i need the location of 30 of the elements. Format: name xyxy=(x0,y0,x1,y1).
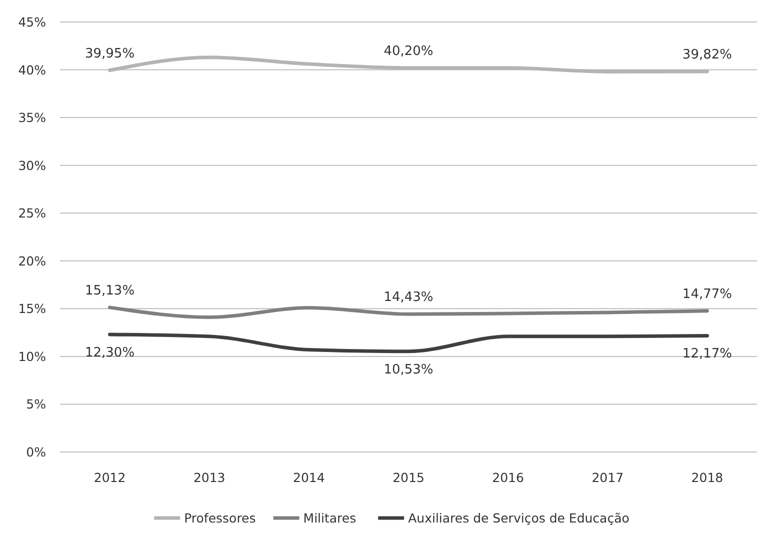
y-tick-label: 35% xyxy=(18,110,46,126)
legend-label: Militares xyxy=(303,510,356,526)
x-tick-label: 2015 xyxy=(392,470,424,485)
x-tick-label: 2016 xyxy=(492,470,524,485)
x-tick-label: 2014 xyxy=(293,470,325,485)
x-tick-label: 2017 xyxy=(592,470,624,485)
data-label: 10,53% xyxy=(384,362,434,378)
x-tick-label: 2012 xyxy=(94,470,126,485)
y-tick-label: 15% xyxy=(18,301,46,316)
y-tick-label: 30% xyxy=(18,158,46,173)
x-tick-label: 2018 xyxy=(691,470,724,485)
y-tick-label: 40% xyxy=(18,62,46,78)
y-tick-label: 0% xyxy=(26,444,46,460)
data-label: 12,30% xyxy=(84,345,135,360)
data-label: 12,17% xyxy=(682,346,732,362)
y-tick-label: 5% xyxy=(26,396,46,412)
y-tick-label: 20% xyxy=(18,253,46,268)
x-tick-label: 2013 xyxy=(193,470,226,485)
y-tick-label: 45% xyxy=(18,14,46,30)
data-label: 39,82% xyxy=(682,48,732,62)
data-label: 14,77% xyxy=(682,286,732,302)
data-label: 40,20% xyxy=(384,44,434,59)
data-label: 15,13% xyxy=(84,283,135,298)
legend-label: Auxiliares de Serviços de Educação xyxy=(408,510,630,526)
y-tick-label: 10% xyxy=(18,348,46,364)
line-series xyxy=(108,306,709,320)
y-tick-label: 25% xyxy=(18,206,46,221)
data-label: 14,43% xyxy=(384,290,434,306)
data-label: 39,95% xyxy=(84,46,135,62)
legend-label: Professores xyxy=(184,510,256,526)
